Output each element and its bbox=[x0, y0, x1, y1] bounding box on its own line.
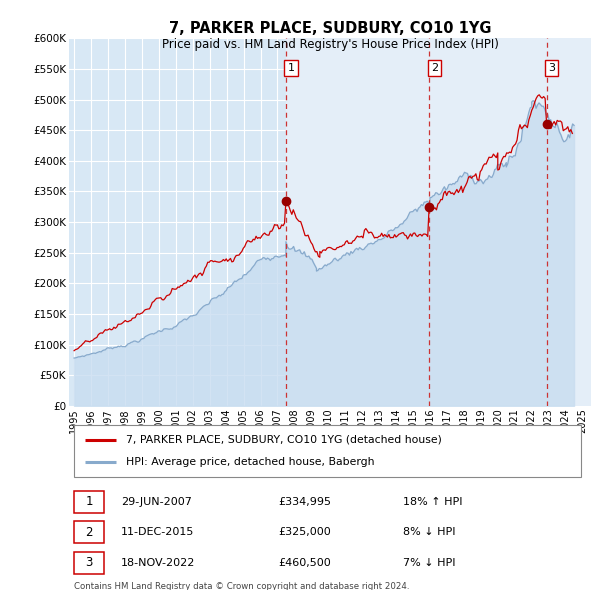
Text: 7% ↓ HPI: 7% ↓ HPI bbox=[403, 558, 455, 568]
Text: £460,500: £460,500 bbox=[278, 558, 331, 568]
Text: 1: 1 bbox=[287, 63, 295, 73]
Bar bbox=[429, 38, 547, 406]
Text: 3: 3 bbox=[85, 556, 93, 569]
Text: 29-JUN-2007: 29-JUN-2007 bbox=[121, 497, 192, 507]
FancyBboxPatch shape bbox=[74, 522, 104, 543]
Bar bbox=[286, 38, 429, 406]
Text: 11-DEC-2015: 11-DEC-2015 bbox=[121, 527, 194, 537]
Text: 2: 2 bbox=[431, 63, 438, 73]
FancyBboxPatch shape bbox=[74, 552, 104, 573]
Text: 7, PARKER PLACE, SUDBURY, CO10 1YG: 7, PARKER PLACE, SUDBURY, CO10 1YG bbox=[169, 21, 491, 35]
Text: 3: 3 bbox=[548, 63, 555, 73]
Text: HPI: Average price, detached house, Babergh: HPI: Average price, detached house, Babe… bbox=[127, 457, 375, 467]
Text: £334,995: £334,995 bbox=[278, 497, 331, 507]
Text: Contains HM Land Registry data © Crown copyright and database right 2024.
This d: Contains HM Land Registry data © Crown c… bbox=[74, 582, 410, 590]
Text: 18-NOV-2022: 18-NOV-2022 bbox=[121, 558, 196, 568]
Text: 2: 2 bbox=[85, 526, 93, 539]
Text: 7, PARKER PLACE, SUDBURY, CO10 1YG (detached house): 7, PARKER PLACE, SUDBURY, CO10 1YG (deta… bbox=[127, 435, 442, 445]
Text: 1: 1 bbox=[85, 495, 93, 508]
FancyBboxPatch shape bbox=[74, 425, 581, 477]
Text: Price paid vs. HM Land Registry's House Price Index (HPI): Price paid vs. HM Land Registry's House … bbox=[161, 38, 499, 51]
Text: £325,000: £325,000 bbox=[278, 527, 331, 537]
FancyBboxPatch shape bbox=[74, 491, 104, 513]
Bar bbox=[547, 38, 591, 406]
Text: 18% ↑ HPI: 18% ↑ HPI bbox=[403, 497, 463, 507]
Text: 8% ↓ HPI: 8% ↓ HPI bbox=[403, 527, 455, 537]
